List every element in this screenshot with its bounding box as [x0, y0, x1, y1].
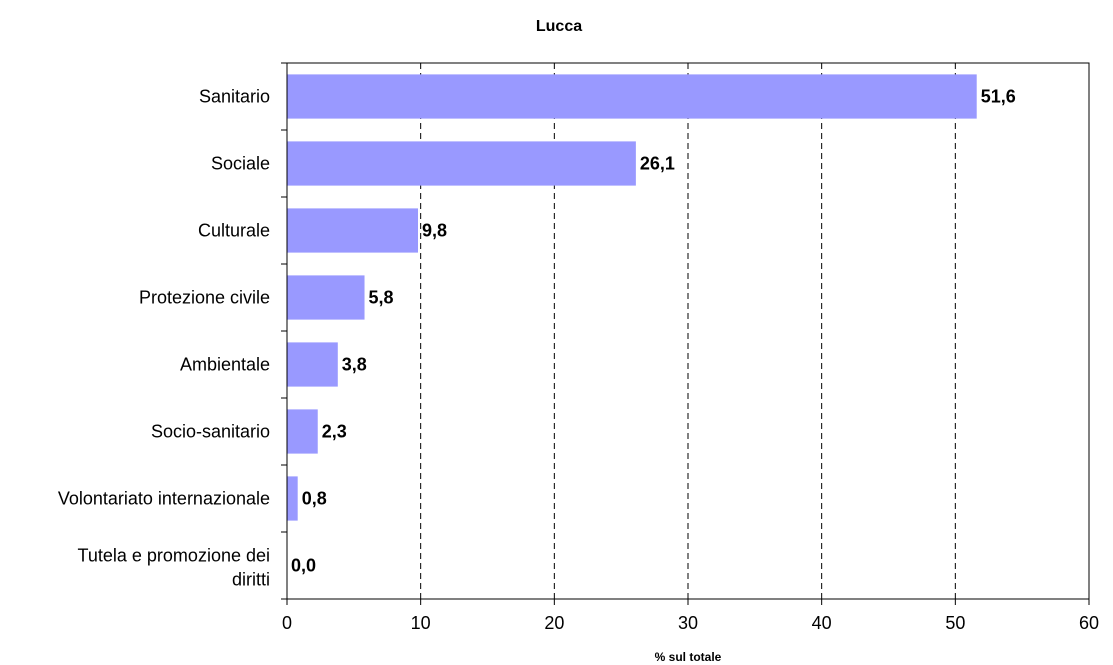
chart-title: Lucca [536, 18, 582, 35]
bar [287, 208, 418, 253]
x-tick-label: 60 [1079, 613, 1099, 633]
x-tick-label: 40 [812, 613, 832, 633]
bar [287, 141, 636, 186]
data-labels: 51,6 26,1 9,8 5,8 3,8 2,3 0,8 0,0 [291, 87, 1016, 576]
bar [287, 476, 298, 521]
bar [287, 342, 338, 387]
data-label: 2,3 [322, 422, 347, 442]
data-label: 51,6 [981, 87, 1016, 107]
category-label: Volontariato internazionale [58, 489, 270, 509]
category-label: Sanitario [199, 87, 270, 107]
data-label: 0,0 [291, 556, 316, 576]
bars [287, 74, 977, 521]
data-label: 26,1 [640, 154, 675, 174]
x-tick-label: 50 [945, 613, 965, 633]
data-label: 0,8 [302, 489, 327, 509]
x-tick-label: 20 [544, 613, 564, 633]
bar [287, 74, 977, 119]
x-tick-label: 10 [411, 613, 431, 633]
x-axis-ticks: 0 10 20 30 40 50 60 [281, 62, 1099, 633]
category-label: Tutela e promozione dei diritti [78, 546, 270, 590]
x-tick-label: 30 [678, 613, 698, 633]
bar [287, 409, 318, 454]
category-label: Protezione civile [139, 288, 270, 308]
data-label: 5,8 [369, 288, 394, 308]
x-tick-label: 0 [282, 613, 292, 633]
category-label: Ambientale [180, 355, 270, 375]
category-label: Culturale [198, 221, 270, 241]
data-label: 9,8 [422, 221, 447, 241]
category-label: Socio-sanitario [151, 422, 270, 442]
plot-border [286, 62, 1090, 600]
data-label: 3,8 [342, 355, 367, 375]
x-axis-title: % sul totale [655, 650, 722, 664]
category-labels: Sanitario Sociale Culturale Protezione civi… [58, 87, 270, 590]
category-label: Sociale [211, 154, 270, 174]
bar [287, 275, 365, 320]
